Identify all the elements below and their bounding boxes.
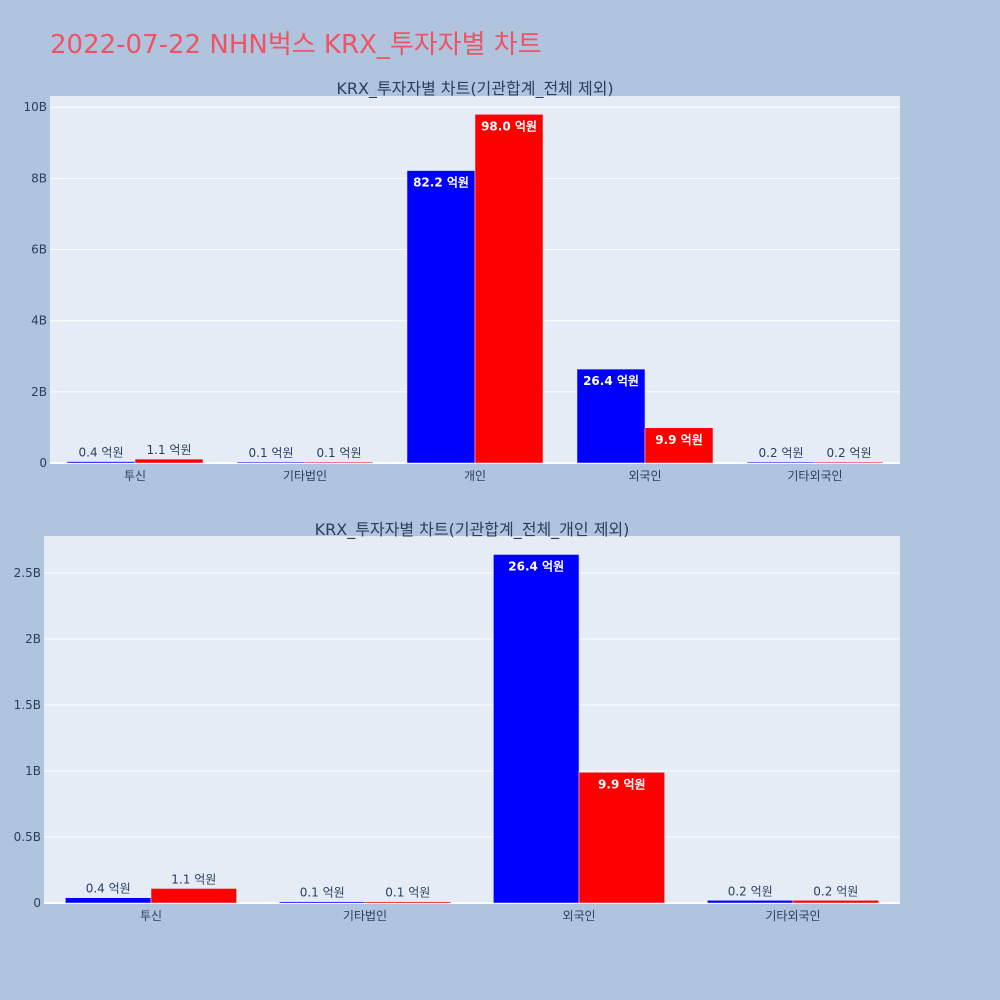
y-tick-label: 0.5B [14,830,41,844]
y-tick-label: 2B [31,385,47,399]
bar [578,772,665,904]
bar [576,368,646,464]
bar [814,461,884,464]
x-tick-label: 외국인 [628,469,661,483]
chart-top: KRX_투자자별 차트(기관합계_전체 제외) 0 2B 4B 6B 8B 10B 투신0.4… [23,79,900,483]
bar-label: 26.4 억원 [508,559,564,573]
bar [644,427,714,464]
x-tick-label: 개인 [464,469,486,483]
x-tick-label: 기타법인 [343,909,387,923]
bar-label: 0.4 억원 [79,446,124,460]
bar [792,900,879,904]
x-tick-label: 투신 [124,469,146,483]
bar-label: 0.4 억원 [86,882,131,896]
x-tick-label: 투신 [140,909,162,923]
bar [236,461,306,464]
y-tick-label: 2.5B [14,566,41,580]
bar-label: 0.2 억원 [813,884,858,898]
y-tick-label: 1B [25,764,41,778]
bar [304,461,374,464]
chart-bottom: KRX_투자자별 차트(기관합계_전체_개인 제외) 0 0.5B 1B 1.5B 2B 2… [14,520,900,923]
y-tick-label: 4B [31,314,47,328]
x-tick-label: 기타외국인 [787,469,842,483]
chart-title: KRX_투자자별 차트(기관합계_전체_개인 제외) [315,520,630,540]
bar-label: 1.1 억원 [147,443,192,457]
bar [364,901,451,904]
y-tick-label: 0 [33,896,41,910]
bar-label: 0.2 억원 [728,884,773,898]
bar-label: 0.1 억원 [317,446,362,460]
bar [279,901,366,904]
bar [134,458,204,464]
bar [150,888,237,904]
bar [746,461,816,464]
y-tick-label: 6B [31,243,47,257]
x-tick-label: 외국인 [562,909,595,923]
plot-area [44,536,900,903]
bar [406,170,476,464]
y-tick-label: 0 [39,456,47,470]
y-tick-label: 10B [23,100,47,114]
page-title: 2022-07-22 NHN벅스 KRX_투자자별 차트 [50,30,542,60]
bar [474,114,544,464]
bar-label: 9.9 억원 [655,433,703,447]
bar [66,461,136,464]
bar-label: 0.1 억원 [249,446,294,460]
y-tick-label: 8B [31,171,47,185]
bar-label: 0.1 억원 [300,886,345,900]
bar-label: 0.2 억원 [827,446,872,460]
bar-label: 9.9 억원 [598,777,646,791]
bar-label: 0.2 억원 [759,446,804,460]
bar-label: 98.0 억원 [481,119,537,133]
bar [493,554,580,904]
bar [707,900,794,904]
x-tick-label: 기타법인 [283,469,327,483]
y-tick-label: 1.5B [14,698,41,712]
bar-label: 0.1 억원 [385,886,430,900]
x-tick-label: 기타외국인 [765,909,820,923]
bar-label: 82.2 억원 [413,176,469,190]
bar-label: 26.4 억원 [583,374,639,388]
chart-title: KRX_투자자별 차트(기관합계_전체 제외) [336,79,613,99]
y-tick-label: 2B [25,632,41,646]
bar-label: 1.1 억원 [171,872,216,886]
bar [65,897,152,904]
